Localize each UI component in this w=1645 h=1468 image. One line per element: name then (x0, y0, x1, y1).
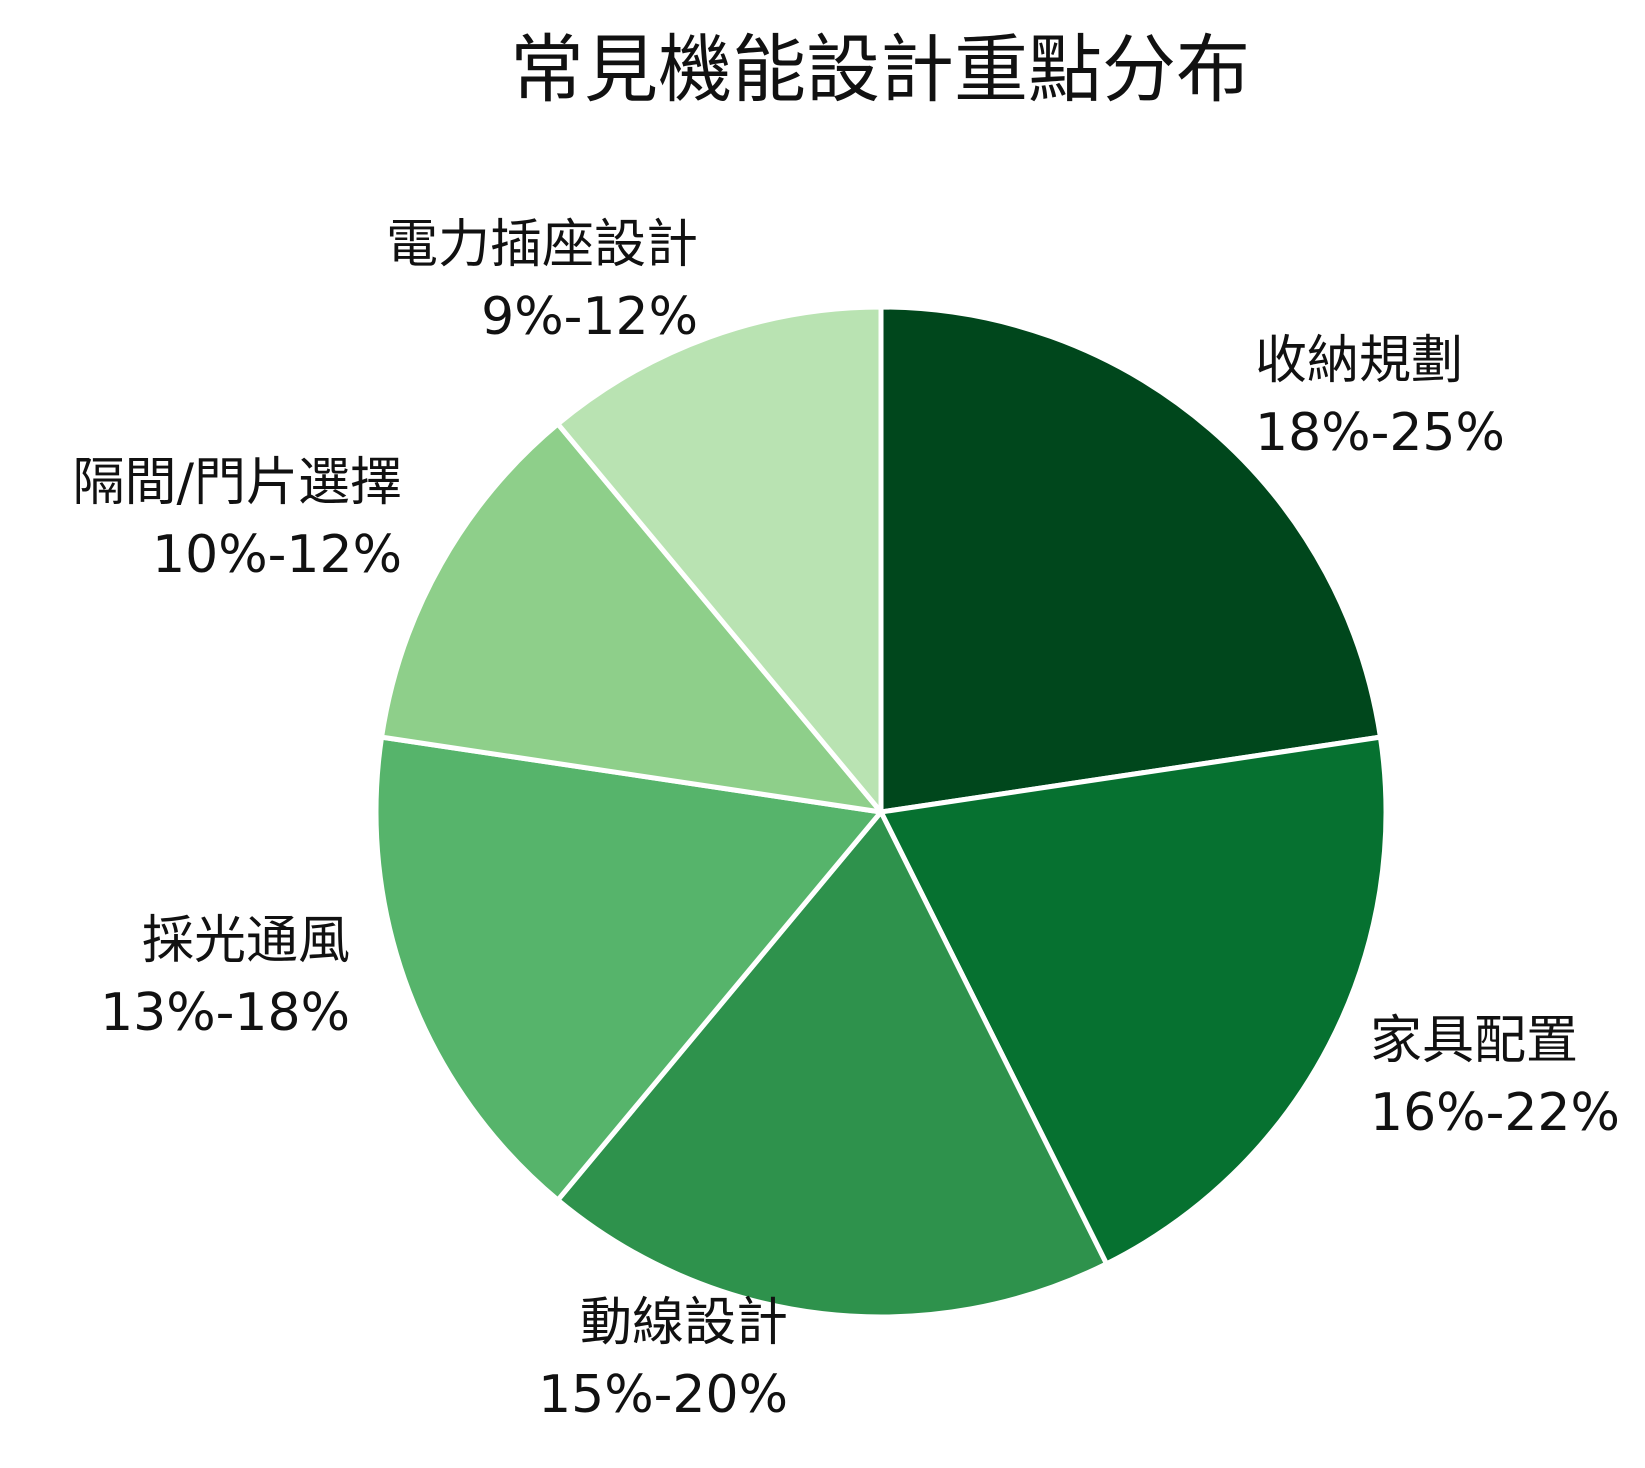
pie-slice (878, 304, 1383, 815)
slice-label-range: 15%-20% (538, 1365, 788, 1425)
slice-label-range: 16%-22% (1370, 1083, 1620, 1143)
slice-label-name: 隔間/門片選擇 (72, 453, 402, 513)
pie-slice (555, 809, 1110, 1320)
slice-label-name: 收納規劃 (1255, 331, 1463, 391)
slice-label-name: 家具配置 (1370, 1011, 1578, 1071)
slice-label-name: 採光通風 (142, 911, 350, 971)
slice-label-range: 18%-25% (1255, 403, 1505, 463)
pie-slice (379, 421, 884, 815)
chart-title: 常見機能設計重點分布 (510, 27, 1250, 113)
slice-label-name: 電力插座設計 (386, 215, 698, 275)
pie-slice (555, 304, 884, 815)
pie-slice (878, 734, 1389, 1267)
slice-label-name: 動線設計 (580, 1293, 788, 1353)
slice-labels: 收納規劃 18%-25% 家具配置 16%-22% 動線設計 15%-20% 採光通風 13%… (72, 215, 1619, 1425)
pie-slice (373, 734, 884, 1203)
slice-label-range: 10%-12% (152, 525, 402, 585)
slice-label-range: 9%-12% (481, 287, 698, 347)
slice-label-range: 13%-18% (100, 983, 350, 1043)
pie-slices (373, 304, 1389, 1320)
